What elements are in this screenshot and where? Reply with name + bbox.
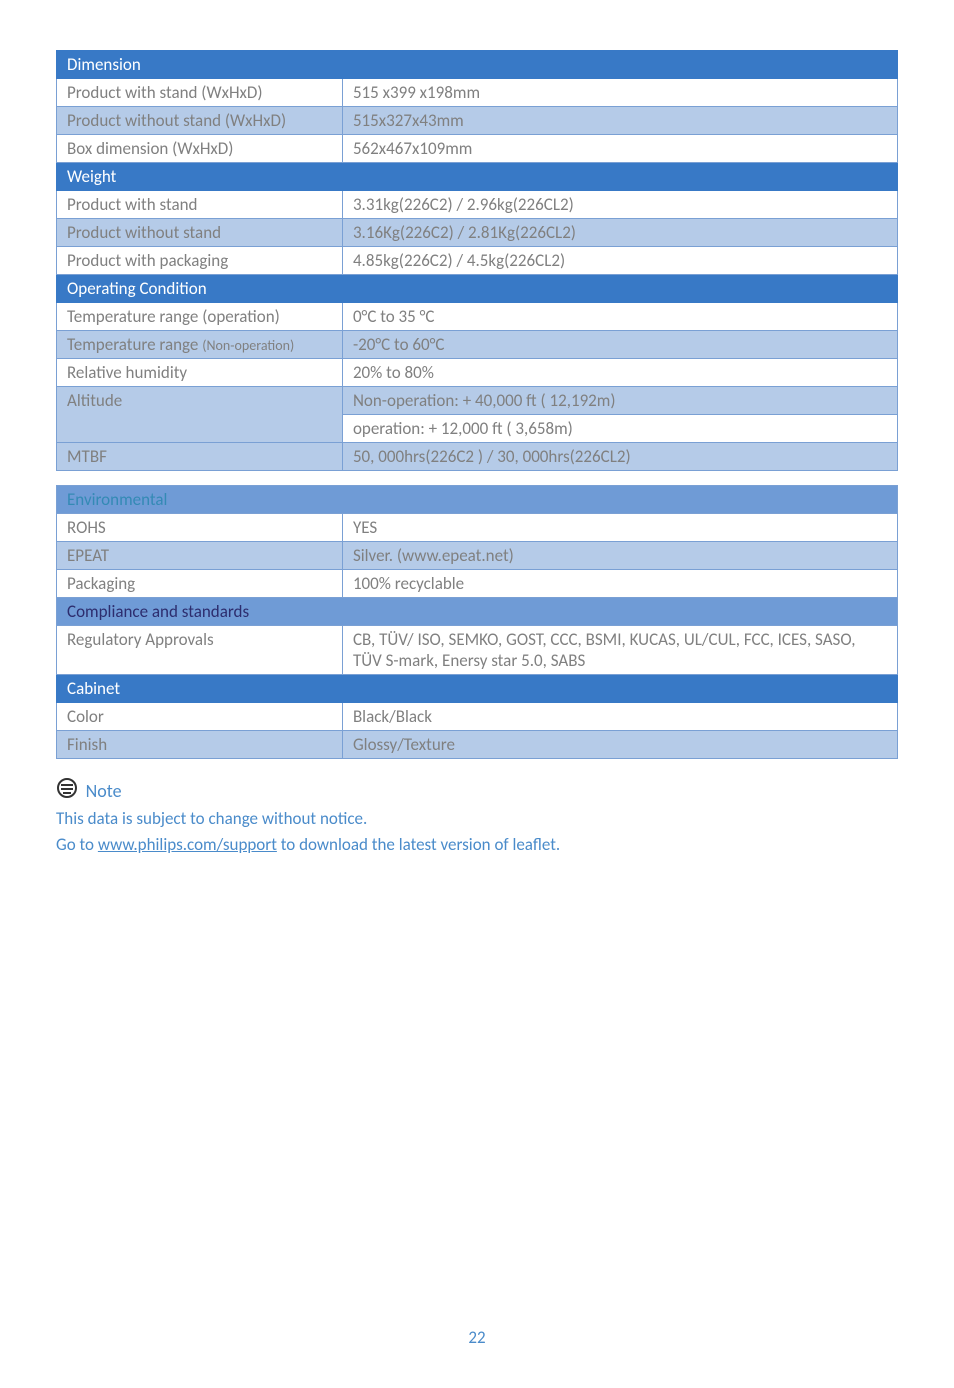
spec-label: ROHS bbox=[57, 514, 343, 542]
spec-value: YES bbox=[342, 514, 897, 542]
note-title: Note bbox=[86, 780, 122, 802]
spec-value: 562x467x109mm bbox=[342, 135, 897, 163]
spec-table-2: EnvironmentalROHSYESEPEATSilver. (www.ep… bbox=[56, 485, 898, 759]
spec-value: Non-operation: + 40,000 ft ( 12,192m) bbox=[342, 387, 897, 415]
spec-value: operation: + 12,000 ft ( 3,658m) bbox=[342, 415, 897, 443]
spec-label: Regulatory Approvals bbox=[57, 626, 343, 675]
spec-value: 3.31kg(226C2) / 2.96kg(226CL2) bbox=[342, 191, 897, 219]
section-header: Environmental bbox=[57, 486, 898, 514]
spec-value: 50, 000hrs(226C2 ) / 30, 000hrs(226CL2) bbox=[342, 443, 897, 471]
note-section: Note This data is subject to change with… bbox=[56, 777, 898, 857]
spec-value: CB, TÜV/ ISO, SEMKO, GOST, CCC, BSMI, KU… bbox=[342, 626, 897, 675]
section-header: Operating Condition bbox=[57, 275, 898, 303]
spec-value: 4.85kg(226C2) / 4.5kg(226CL2) bbox=[342, 247, 897, 275]
spec-table-1: DimensionProduct with stand (WxHxD)515 x… bbox=[56, 50, 898, 471]
section-header: Dimension bbox=[57, 51, 898, 79]
note-line-2-pre: Go to bbox=[56, 834, 98, 855]
page-number: 22 bbox=[56, 1327, 898, 1348]
section-header: Cabinet bbox=[57, 675, 898, 703]
note-body: This data is subject to change without n… bbox=[56, 806, 898, 857]
spec-value: Silver. (www.epeat.net) bbox=[342, 542, 897, 570]
spec-label: Product without stand bbox=[57, 219, 343, 247]
spec-label: Finish bbox=[57, 731, 343, 759]
spec-value: 3.16Kg(226C2) / 2.81Kg(226CL2) bbox=[342, 219, 897, 247]
spec-value: Black/Black bbox=[342, 703, 897, 731]
spec-label: Product with stand bbox=[57, 191, 343, 219]
spec-value: 20% to 80% bbox=[342, 359, 897, 387]
spec-value: -20°C to 60°C bbox=[342, 331, 897, 359]
spec-label: Product with packaging bbox=[57, 247, 343, 275]
spec-label: Product without stand (WxHxD) bbox=[57, 107, 343, 135]
spec-label: EPEAT bbox=[57, 542, 343, 570]
spec-label: MTBF bbox=[57, 443, 343, 471]
spec-label: Packaging bbox=[57, 570, 343, 598]
note-line-2-post: to download the latest version of leafle… bbox=[277, 834, 560, 855]
spec-label: Box dimension (WxHxD) bbox=[57, 135, 343, 163]
section-header: Compliance and standards bbox=[57, 598, 898, 626]
note-line-1: This data is subject to change without n… bbox=[56, 808, 367, 829]
spec-value: Glossy/Texture bbox=[342, 731, 897, 759]
spec-value: 515 x399 x198mm bbox=[342, 79, 897, 107]
spec-value: 100% recyclable bbox=[342, 570, 897, 598]
section-header: Weight bbox=[57, 163, 898, 191]
spec-label: Product with stand (WxHxD) bbox=[57, 79, 343, 107]
spec-label: Relative humidity bbox=[57, 359, 343, 387]
note-icon bbox=[56, 777, 78, 804]
spec-label: Temperature range (Non-operation) bbox=[57, 331, 343, 359]
spec-label: Color bbox=[57, 703, 343, 731]
spec-value: 0°C to 35 °C bbox=[342, 303, 897, 331]
spec-label: Altitude bbox=[57, 387, 343, 443]
spec-value: 515x327x43mm bbox=[342, 107, 897, 135]
spec-label: Temperature range (operation) bbox=[57, 303, 343, 331]
note-link[interactable]: www.philips.com/support bbox=[98, 834, 277, 855]
